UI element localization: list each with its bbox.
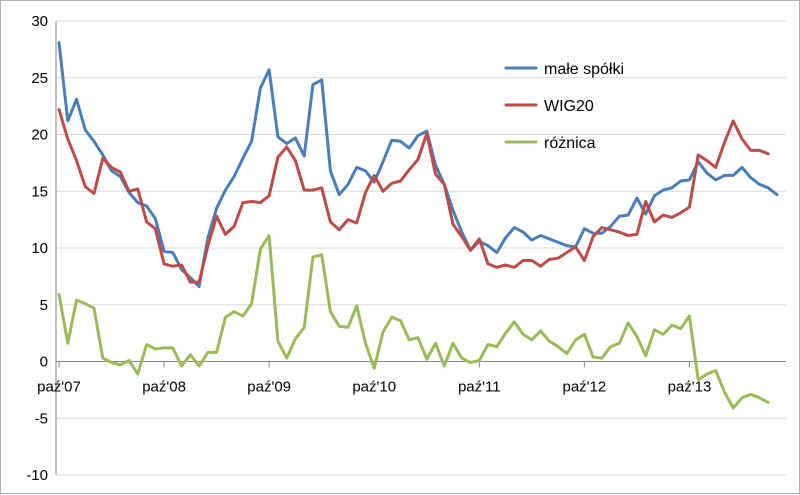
x-tick-label: paź'12 — [562, 379, 606, 396]
y-tick-label: -10 — [26, 467, 48, 484]
legend-label: małe spółki — [544, 61, 624, 78]
y-tick-label: 15 — [31, 183, 48, 200]
y-tick-label: 10 — [31, 240, 48, 257]
y-tick-label: 20 — [31, 127, 48, 144]
y-tick-label: 0 — [40, 354, 48, 371]
x-tick-label: paź'08 — [142, 379, 186, 396]
series-line-3 — [57, 234, 770, 410]
legend-label: różnica — [544, 135, 596, 152]
x-tick-label: paź'13 — [668, 379, 712, 396]
y-tick-label: 25 — [31, 70, 48, 87]
x-tick-label: paź'11 — [458, 379, 501, 396]
series-line-1 — [57, 41, 779, 289]
y-tick-label: 5 — [40, 297, 48, 314]
x-tick-label: paź'07 — [37, 379, 81, 396]
series-line-2 — [57, 108, 770, 284]
x-tick-label: paź'10 — [352, 379, 396, 396]
y-tick-label: -5 — [35, 410, 48, 427]
x-tick-label: paź'09 — [247, 379, 291, 396]
y-tick-label: 30 — [31, 13, 48, 30]
legend-label: WIG20 — [544, 98, 594, 115]
